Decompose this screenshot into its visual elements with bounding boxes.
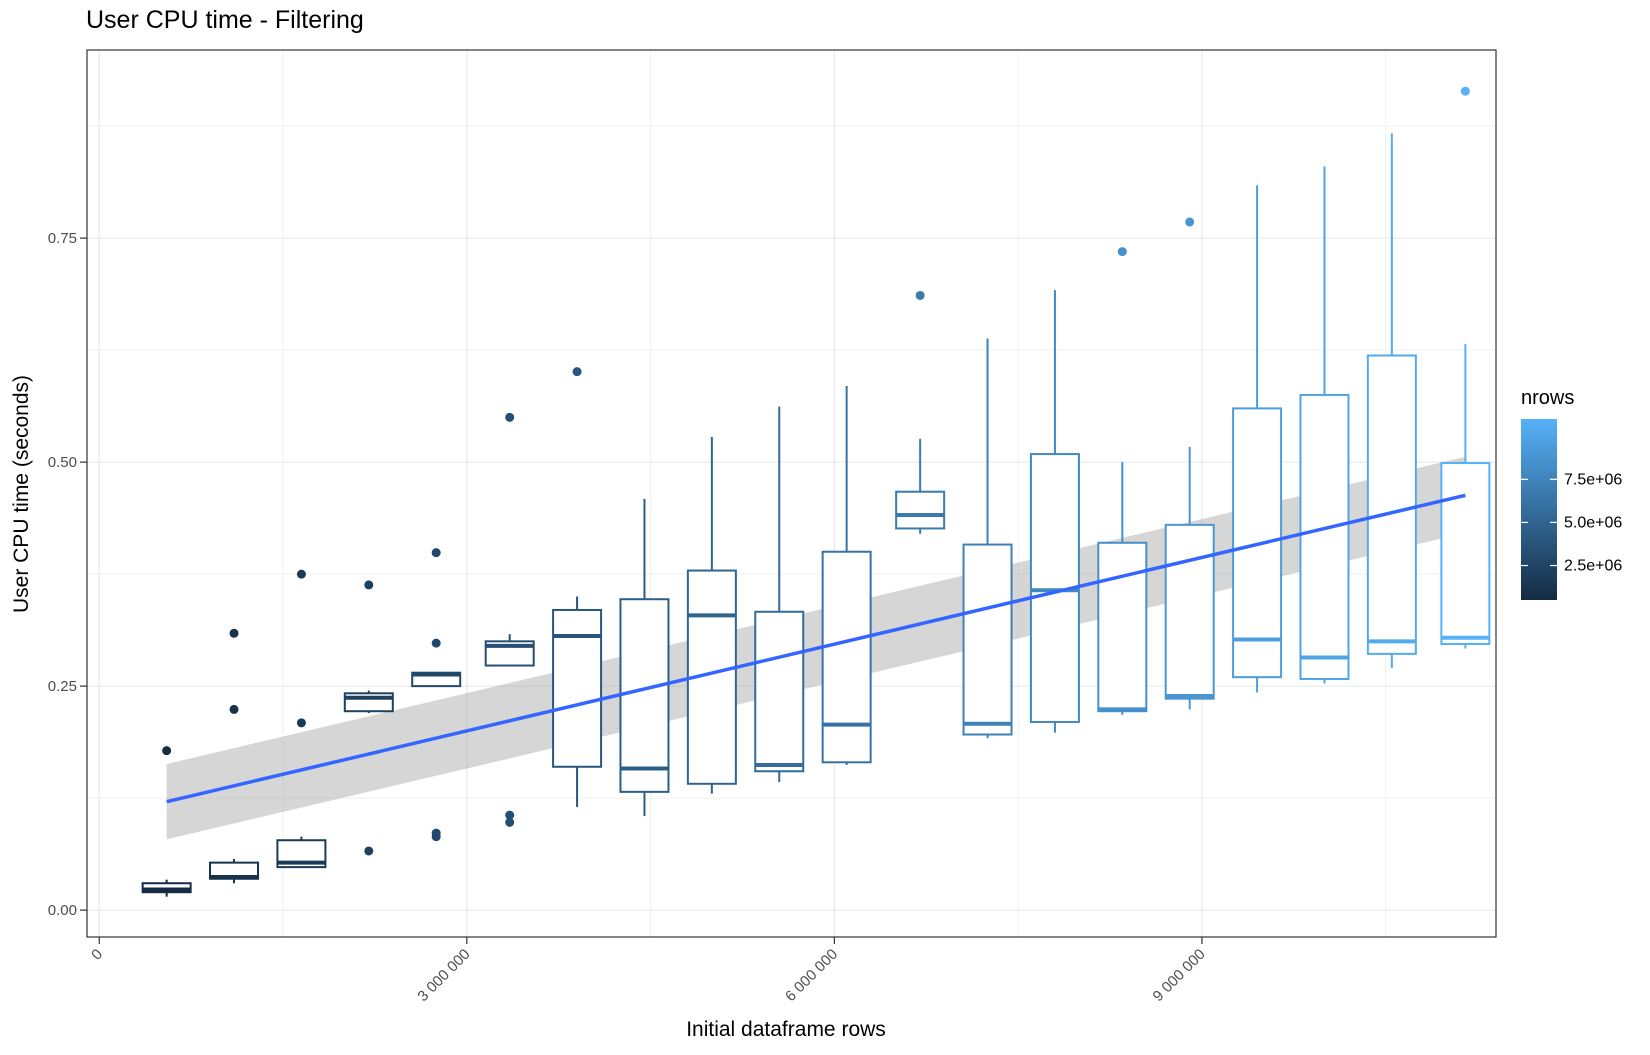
x-tick-label: 6 000 000 — [782, 946, 841, 1005]
trend-line-layer — [166, 493, 1466, 804]
outlier-point — [364, 846, 374, 856]
outlier-point — [296, 569, 306, 579]
outlier-point — [162, 746, 172, 756]
box-iqr — [552, 608, 603, 768]
boxplot — [754, 406, 805, 782]
box-iqr — [619, 598, 670, 793]
boxplot — [962, 338, 1013, 739]
boxplot — [1097, 247, 1148, 715]
x-axis-label: Initial dataframe rows — [686, 1018, 886, 1041]
outlier-point — [229, 628, 239, 638]
boxplot — [895, 290, 946, 534]
box-iqr — [962, 543, 1013, 736]
outlier-point — [505, 810, 515, 820]
box-iqr — [1299, 393, 1350, 680]
boxplot — [821, 385, 872, 765]
outlier-point — [1117, 247, 1127, 257]
outlier-point — [505, 412, 515, 422]
legend-tick-label: 5.0e+06 — [1564, 514, 1622, 531]
x-tick-label: 9 000 000 — [1150, 946, 1209, 1005]
outlier-point — [296, 718, 306, 728]
y-tick-label: 0.75 — [48, 230, 77, 247]
box-iqr — [1366, 354, 1417, 655]
box-iqr — [754, 610, 805, 773]
boxplot — [552, 367, 603, 808]
boxplot — [411, 548, 462, 842]
box-iqr — [821, 550, 872, 764]
y-tick-label: 0.00 — [48, 902, 77, 919]
outlier-point — [431, 548, 441, 558]
boxplot — [141, 746, 192, 897]
boxplot-layer — [141, 86, 1491, 897]
x-tick-label: 0 — [88, 946, 106, 964]
y-axis-label: User CPU time (seconds) — [10, 375, 33, 613]
boxplot — [276, 569, 327, 869]
legend-tick-label: 2.5e+06 — [1564, 558, 1622, 575]
boxplot — [484, 412, 535, 827]
legend-colorbar — [1521, 419, 1557, 600]
box-iqr — [1440, 462, 1491, 646]
outlier-point — [572, 367, 582, 377]
outlier-point — [229, 704, 239, 714]
boxplot — [209, 628, 260, 884]
boxplot — [1366, 133, 1417, 669]
y-tick-label: 0.50 — [48, 454, 77, 471]
boxplot — [1164, 217, 1215, 710]
outlier-point — [364, 580, 374, 590]
color-legend: nrows 2.5e+06 5.0e+06 7.5e+06 — [1521, 387, 1622, 600]
x-tick-label: 3 000 000 — [414, 946, 473, 1005]
boxplot — [619, 498, 670, 817]
outlier-point — [505, 817, 515, 827]
plot-border — [86, 49, 1497, 938]
outlier-point — [1460, 86, 1470, 96]
trend-line — [166, 493, 1466, 804]
box-iqr — [1097, 541, 1148, 713]
outlier-point — [1185, 217, 1195, 227]
outlier-point — [915, 290, 925, 300]
boxplot — [1029, 290, 1080, 733]
box-iqr — [895, 490, 946, 530]
box-iqr — [1164, 523, 1215, 700]
plot-frame — [86, 49, 1497, 938]
y-tick-label: 0.25 — [48, 678, 77, 695]
boxplot — [1440, 86, 1491, 649]
legend-title: nrows — [1521, 387, 1574, 409]
legend-tick-label: 7.5e+06 — [1564, 471, 1622, 488]
boxplot — [343, 580, 394, 856]
boxplot — [1299, 166, 1350, 684]
chart-title: User CPU time - Filtering — [86, 6, 364, 34]
outlier-point — [431, 832, 441, 842]
outlier-point — [431, 638, 441, 648]
